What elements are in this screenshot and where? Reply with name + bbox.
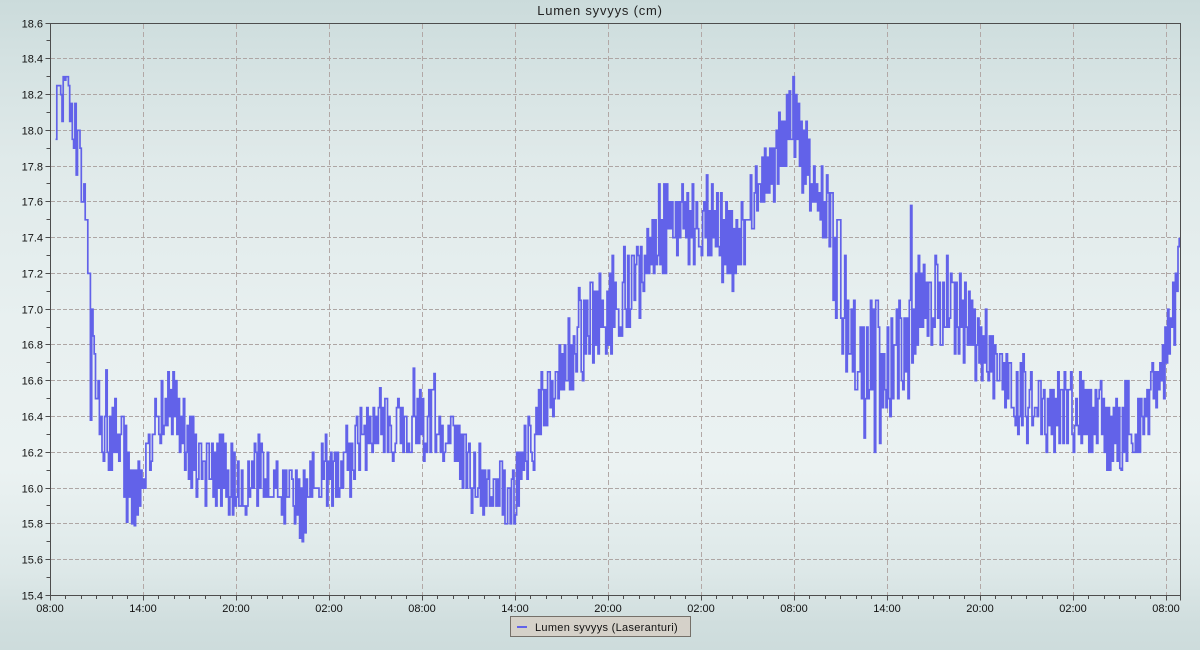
svg-text:16.0: 16.0 xyxy=(22,483,43,495)
svg-text:18.0: 18.0 xyxy=(22,125,43,137)
svg-text:15.8: 15.8 xyxy=(22,518,43,530)
svg-text:14:00: 14:00 xyxy=(129,603,157,615)
svg-text:17.8: 17.8 xyxy=(22,161,43,173)
svg-text:02:00: 02:00 xyxy=(687,603,715,615)
svg-text:16.8: 16.8 xyxy=(22,339,43,351)
svg-text:16.6: 16.6 xyxy=(22,375,43,387)
svg-text:14:00: 14:00 xyxy=(873,603,901,615)
svg-text:14:00: 14:00 xyxy=(501,603,529,615)
svg-text:08:00: 08:00 xyxy=(408,603,436,615)
svg-text:16.2: 16.2 xyxy=(22,447,43,459)
svg-text:17.4: 17.4 xyxy=(22,232,43,244)
svg-text:17.0: 17.0 xyxy=(22,304,43,316)
svg-text:08:00: 08:00 xyxy=(1152,603,1180,615)
svg-text:17.6: 17.6 xyxy=(22,196,43,208)
svg-text:18.4: 18.4 xyxy=(22,53,43,65)
svg-text:15.4: 15.4 xyxy=(22,590,43,602)
svg-text:17.2: 17.2 xyxy=(22,268,43,280)
svg-text:02:00: 02:00 xyxy=(315,603,343,615)
svg-text:16.4: 16.4 xyxy=(22,411,43,423)
svg-text:20:00: 20:00 xyxy=(966,603,994,615)
svg-text:Lumen syvyys (Laseranturi): Lumen syvyys (Laseranturi) xyxy=(535,622,678,634)
svg-text:Lumen syvyys (cm): Lumen syvyys (cm) xyxy=(537,3,663,18)
svg-text:08:00: 08:00 xyxy=(780,603,808,615)
svg-text:02:00: 02:00 xyxy=(1059,603,1087,615)
svg-text:08:00: 08:00 xyxy=(36,603,64,615)
svg-text:20:00: 20:00 xyxy=(594,603,622,615)
svg-text:15.6: 15.6 xyxy=(22,554,43,566)
svg-text:20:00: 20:00 xyxy=(222,603,250,615)
svg-text:18.2: 18.2 xyxy=(22,89,43,101)
svg-text:18.6: 18.6 xyxy=(22,18,43,30)
